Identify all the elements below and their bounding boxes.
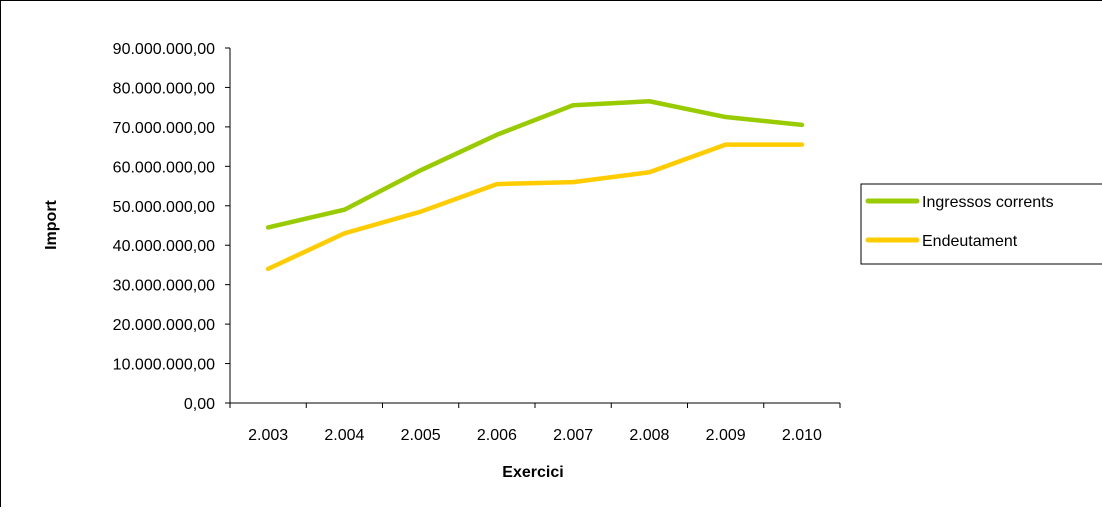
y-tick-label: 90.000.000,00 — [113, 41, 215, 58]
y-tick-label: 80.000.000,00 — [113, 80, 215, 97]
legend-label-endeutament: Endeutament — [922, 233, 1018, 250]
x-tick-label: 2.010 — [782, 427, 822, 444]
y-tick-label: 70.000.000,00 — [113, 120, 215, 137]
x-tick-label: 2.006 — [477, 427, 517, 444]
x-tick-label: 2.009 — [706, 427, 746, 444]
y-tick-label: 60.000.000,00 — [113, 159, 215, 176]
legend-label-ingressos: Ingressos corrents — [922, 194, 1054, 211]
x-tick-label: 2.005 — [401, 427, 441, 444]
x-tick-label: 2.004 — [324, 427, 364, 444]
y-axis-title: Import — [43, 199, 60, 249]
y-tick-label: 20.000.000,00 — [113, 317, 215, 334]
x-tick-label: 2.008 — [629, 427, 669, 444]
x-tick-label: 2.007 — [553, 427, 593, 444]
x-axis-title: Exercici — [502, 464, 563, 481]
y-tick-label: 30.000.000,00 — [113, 278, 215, 295]
legend: Ingressos corrents Endeutament — [861, 184, 1102, 264]
x-tick-label: 2.003 — [248, 427, 288, 444]
y-tick-label: 40.000.000,00 — [113, 238, 215, 255]
y-tick-label: 0,00 — [184, 396, 215, 413]
y-tick-label: 50.000.000,00 — [113, 199, 215, 216]
y-tick-label: 10.000.000,00 — [113, 357, 215, 374]
